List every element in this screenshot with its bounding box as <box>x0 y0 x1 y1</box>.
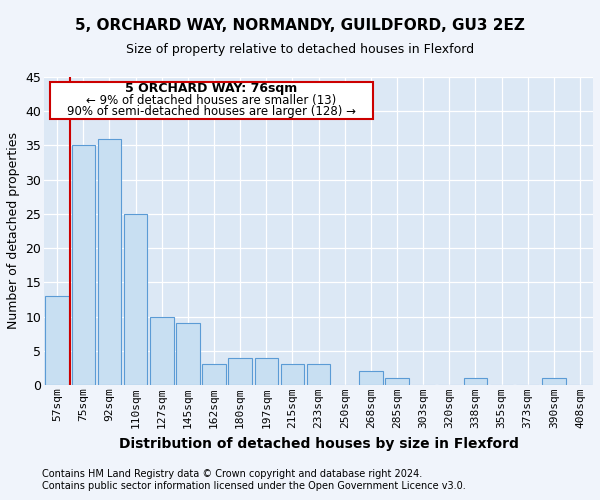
FancyBboxPatch shape <box>50 82 373 118</box>
Text: Contains HM Land Registry data © Crown copyright and database right 2024.: Contains HM Land Registry data © Crown c… <box>42 469 422 479</box>
X-axis label: Distribution of detached houses by size in Flexford: Distribution of detached houses by size … <box>119 436 518 450</box>
Text: 5, ORCHARD WAY, NORMANDY, GUILDFORD, GU3 2EZ: 5, ORCHARD WAY, NORMANDY, GUILDFORD, GU3… <box>75 18 525 32</box>
Bar <box>176 324 200 385</box>
Bar <box>124 214 148 385</box>
Bar <box>542 378 566 385</box>
Bar <box>71 146 95 385</box>
Y-axis label: Number of detached properties: Number of detached properties <box>7 132 20 330</box>
Bar <box>254 358 278 385</box>
Text: 5 ORCHARD WAY: 76sqm: 5 ORCHARD WAY: 76sqm <box>125 82 298 96</box>
Bar <box>229 358 252 385</box>
Bar <box>98 138 121 385</box>
Bar <box>359 372 383 385</box>
Text: ← 9% of detached houses are smaller (13): ← 9% of detached houses are smaller (13) <box>86 94 337 106</box>
Bar <box>464 378 487 385</box>
Text: 90% of semi-detached houses are larger (128) →: 90% of semi-detached houses are larger (… <box>67 104 356 118</box>
Text: Size of property relative to detached houses in Flexford: Size of property relative to detached ho… <box>126 42 474 56</box>
Bar <box>281 364 304 385</box>
Bar <box>385 378 409 385</box>
Bar <box>46 296 69 385</box>
Text: Contains public sector information licensed under the Open Government Licence v3: Contains public sector information licen… <box>42 481 466 491</box>
Bar <box>150 316 173 385</box>
Bar <box>307 364 331 385</box>
Bar <box>202 364 226 385</box>
